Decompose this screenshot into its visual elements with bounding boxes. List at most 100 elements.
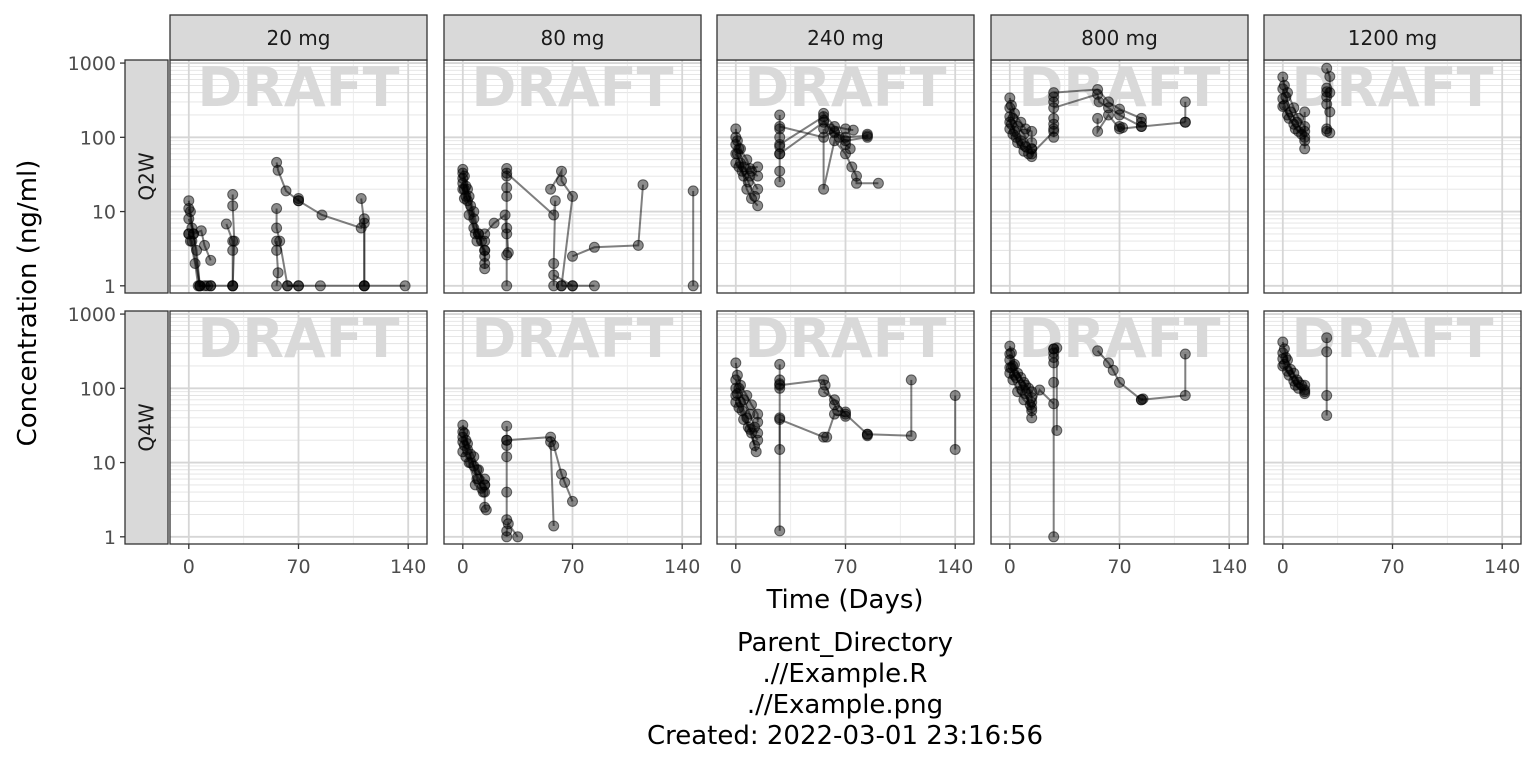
major-gridlines	[444, 311, 701, 544]
col-strip-label: 20 mg	[267, 26, 331, 50]
caption: Parent_Directory .//Example.R .//Example…	[647, 628, 1043, 751]
data-point	[457, 177, 469, 189]
data-point	[1114, 376, 1125, 388]
data-point	[774, 165, 786, 177]
data-point	[1277, 101, 1289, 112]
x-tick-label: 140	[664, 556, 700, 578]
subject-profile	[457, 446, 491, 485]
data-point	[1321, 390, 1333, 401]
data-point	[1293, 125, 1304, 137]
data-point	[1092, 125, 1104, 137]
data-point	[1277, 71, 1289, 83]
data-point	[457, 183, 469, 195]
subject-profile	[730, 157, 764, 182]
draft-watermark: DRAFT	[198, 307, 400, 370]
data-point	[227, 200, 239, 212]
profile-line	[778, 412, 846, 531]
data-point	[545, 436, 557, 448]
data-point	[738, 170, 750, 182]
data-point	[501, 451, 513, 463]
col-strip-240mg: 240 mg	[716, 14, 975, 61]
facet-panel-Q4W-80mg: DRAFT	[443, 307, 702, 545]
profile-line	[1325, 67, 1331, 133]
data-point	[1278, 358, 1290, 370]
subject-profile	[293, 193, 304, 207]
profile-line	[822, 119, 868, 139]
data-point	[1282, 109, 1293, 121]
data-point	[205, 254, 217, 266]
data-point	[1026, 148, 1038, 160]
data-point	[501, 170, 513, 182]
data-point	[479, 244, 491, 256]
x-tick-label: 140	[390, 556, 426, 578]
row-strip-label: Q2W	[135, 152, 159, 200]
y-tick-label: 1	[104, 276, 116, 298]
y-axis-title: Concentration (ng/ml)	[13, 160, 43, 447]
data-point	[588, 280, 600, 292]
data-point	[818, 123, 830, 135]
col-strip-800mg: 800 mg	[990, 14, 1249, 61]
major-gridlines	[991, 311, 1248, 544]
data-point	[1107, 364, 1119, 376]
data-point	[293, 280, 304, 292]
strip-background	[990, 14, 1249, 61]
data-point	[752, 170, 764, 182]
data-point	[1012, 386, 1024, 398]
data-point	[829, 394, 840, 406]
subject-profile	[183, 203, 217, 266]
row-strip-Q4W: Q4W	[124, 310, 169, 545]
strip-background	[1263, 14, 1522, 61]
data-point	[1299, 125, 1311, 137]
subject-profile	[183, 228, 239, 292]
profile-line	[461, 189, 483, 242]
data-point	[272, 267, 284, 279]
subject-profile	[1321, 332, 1333, 421]
data-point	[501, 182, 513, 194]
profile-line	[231, 194, 236, 286]
strip-background	[169, 14, 428, 61]
data-point	[1026, 412, 1038, 424]
subject-profile	[1277, 101, 1311, 137]
data-point	[548, 258, 560, 269]
data-point	[479, 479, 491, 491]
data-point	[271, 235, 283, 247]
data-point	[1135, 112, 1147, 124]
data-point	[1282, 365, 1293, 377]
data-point	[1048, 131, 1060, 143]
data-point	[271, 280, 283, 292]
y-tick-label: 10	[92, 202, 116, 224]
data-point	[1321, 332, 1333, 344]
profile-line	[549, 441, 555, 527]
data-point	[840, 408, 851, 420]
y-tick-label: 1000	[68, 304, 116, 326]
profile-line	[1281, 106, 1306, 133]
data-point	[548, 520, 560, 532]
data-point	[1324, 127, 1336, 139]
row-strip-Q2W: Q2W	[124, 59, 169, 294]
data-point	[588, 241, 600, 253]
data-point	[1018, 394, 1030, 406]
profile-line	[506, 172, 557, 286]
data-point	[1051, 342, 1063, 354]
x-tick-label: 140	[1211, 556, 1247, 578]
data-point	[774, 148, 786, 160]
data-point	[195, 225, 207, 237]
col-strip-80mg: 80 mg	[443, 14, 702, 61]
facet-panel-Q4W-800mg: DRAFT	[990, 307, 1249, 545]
data-point	[1321, 410, 1333, 421]
subject-profile	[774, 109, 786, 188]
data-point	[1048, 87, 1060, 99]
data-point	[774, 176, 786, 188]
subject-profile	[1004, 123, 1060, 160]
data-point	[556, 175, 567, 187]
draft-watermark: DRAFT	[745, 56, 947, 119]
data-point	[774, 358, 786, 370]
data-point	[746, 193, 757, 204]
data-point	[818, 114, 830, 126]
col-strip-20mg: 20 mg	[169, 14, 428, 61]
data-point	[949, 444, 961, 455]
data-point	[818, 431, 830, 443]
x-tick-label: 70	[833, 556, 857, 578]
col-strip-label: 800 mg	[1081, 26, 1158, 50]
data-point	[752, 161, 764, 173]
